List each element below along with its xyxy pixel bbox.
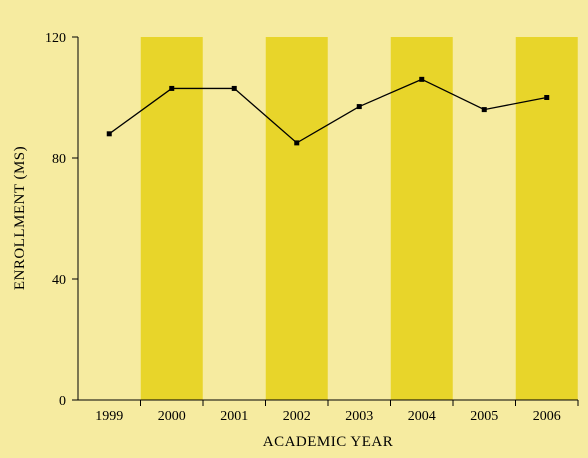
x-tick-label: 2000 [158,409,186,424]
x-ticks: 1999 2000 2001 2002 2003 2004 2005 2006 [95,400,579,424]
highlight-bands [140,37,578,400]
y-ticks: 0 40 80 120 [45,31,78,409]
y-tick-label: 0 [59,394,66,409]
x-tick-label: 2005 [470,409,498,424]
x-tick-label: 2003 [345,409,373,424]
y-axis-title: ENROLLMENT (MS) [12,146,28,290]
data-point-2001 [231,85,237,91]
y-tick-label: 80 [52,152,66,167]
data-point-2005 [481,107,487,113]
data-point-2006 [544,95,550,100]
data-point-2003 [356,104,362,110]
highlight-band-2004 [390,37,453,400]
x-tick-label: 2004 [408,409,436,424]
highlight-band-2002 [265,37,328,400]
y-tick-label: 120 [45,31,66,46]
data-point-2002 [294,140,300,146]
data-point-2004 [419,76,425,82]
x-axis-title: ACADEMIC YEAR [263,434,394,450]
x-tick-label: 2006 [533,409,561,424]
x-tick-label: 2001 [220,409,248,424]
highlight-band-2006 [515,37,578,400]
data-point-1999 [106,131,112,137]
highlight-band-2000 [140,37,203,400]
data-point-2000 [169,85,175,91]
x-tick-label: 2002 [283,409,311,424]
y-tick-label: 40 [52,273,66,288]
series-line-path [108,78,547,144]
series-line [106,76,550,146]
x-tick-label: 1999 [95,409,123,424]
